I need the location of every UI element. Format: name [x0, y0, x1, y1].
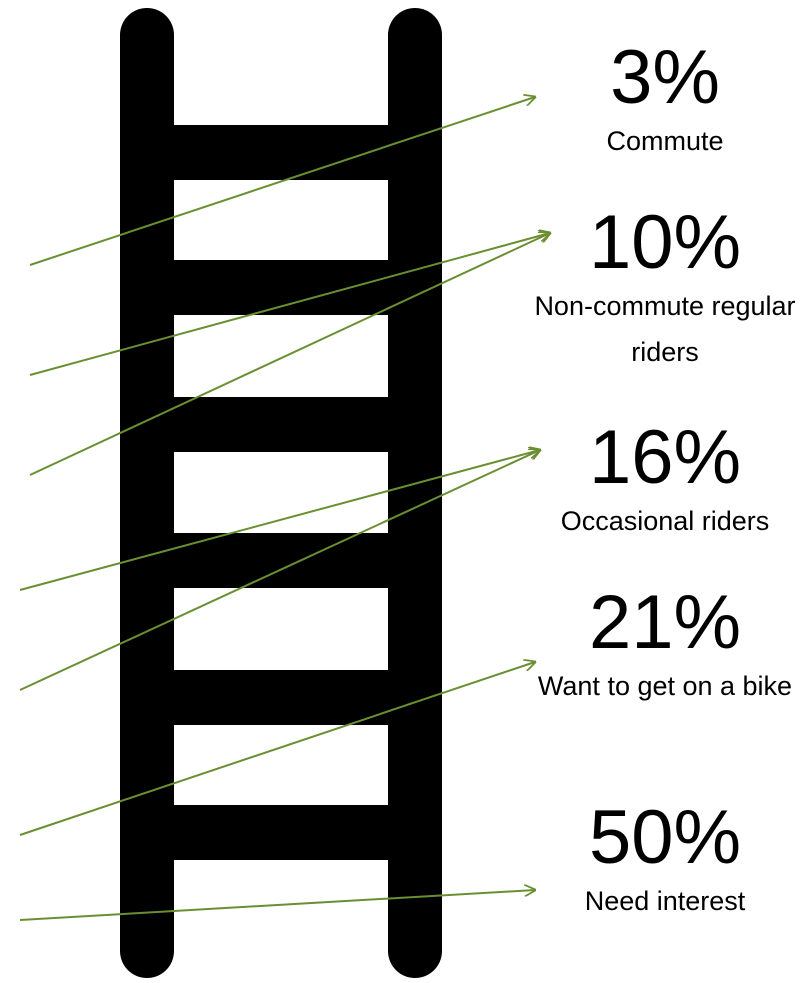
arrow: [29, 233, 550, 476]
ladder-rung: [170, 533, 392, 588]
label: Need interest: [584, 886, 746, 916]
percentage: 10%: [588, 200, 742, 285]
item: 3% Commute: [525, 38, 805, 164]
arrow: [19, 450, 540, 691]
percentage: 3%: [610, 35, 720, 120]
ladder-rung: [170, 805, 392, 860]
ladder-rail: [120, 8, 174, 978]
item: 10% Non-commute regular riders: [525, 203, 805, 375]
item: 16% Occasional riders: [525, 418, 805, 544]
ladder-rung: [170, 670, 392, 725]
item: 21% Want to get on a bike: [525, 583, 805, 709]
ladder-rung: [170, 125, 392, 180]
percentage: 21%: [588, 580, 742, 665]
arrow: [19, 450, 540, 591]
ladder-rail: [388, 8, 442, 978]
label: Occasional riders: [560, 506, 770, 536]
arrow: [19, 890, 535, 921]
arrows: [19, 97, 550, 921]
arrow: [29, 97, 535, 266]
percentage: 16%: [588, 415, 742, 500]
label: Commute: [606, 126, 724, 156]
item: 50% Need interest: [525, 798, 805, 924]
label: Non-commute regular riders: [534, 291, 796, 367]
percentage: 50%: [588, 795, 742, 880]
arrow: [29, 233, 550, 376]
ladder-rung: [170, 397, 392, 452]
ladder: [120, 8, 442, 978]
label: Want to get on a bike: [537, 671, 793, 701]
arrow: [19, 662, 535, 836]
